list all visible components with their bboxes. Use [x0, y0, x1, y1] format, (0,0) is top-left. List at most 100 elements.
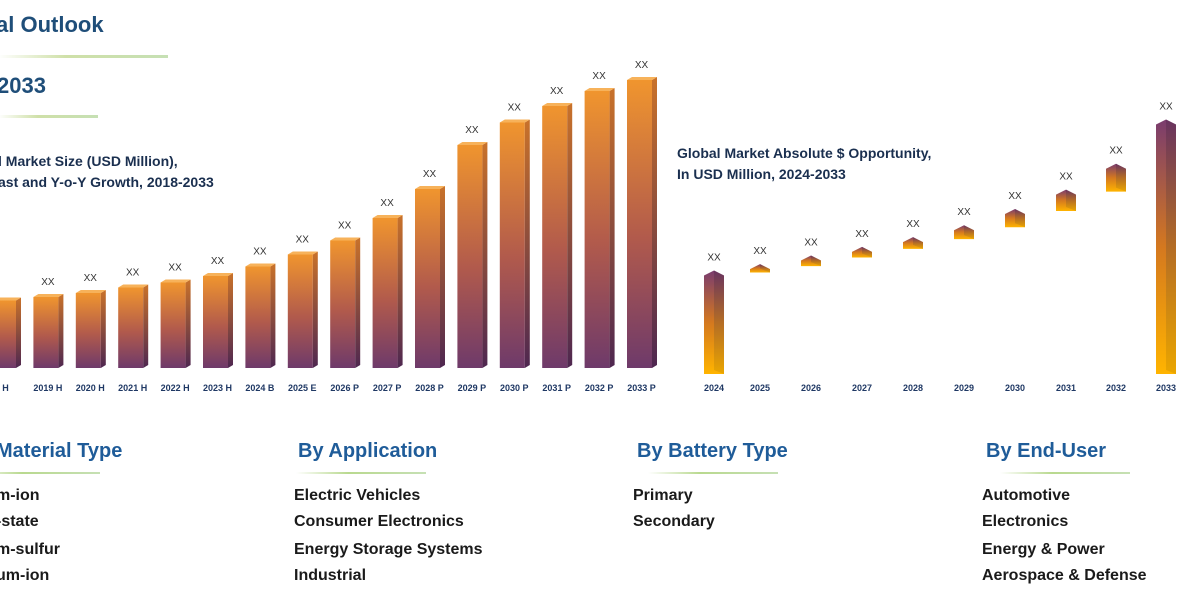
chart1-bar-side [312, 251, 318, 368]
chart1-bar [542, 106, 568, 368]
chart1-bar [75, 293, 101, 368]
chart2-bar-shade [1116, 163, 1126, 192]
chart1-bar-top [287, 251, 318, 255]
chart2-tick-label: 2033 [1156, 383, 1176, 393]
chart1-bar-top [372, 215, 403, 218]
chart1-bar [118, 287, 144, 368]
chart1-bar-top [0, 297, 21, 301]
chart1-tick-label: 2024 B [245, 383, 275, 393]
chart1-data-label: XX [338, 221, 352, 232]
outlook-underline [0, 55, 168, 58]
chart2-data-label: XX [1109, 146, 1123, 157]
segment-item: m-sulfur [0, 541, 60, 558]
chart2-tick-label: 2029 [954, 383, 974, 393]
chart2-data-label: XX [906, 219, 920, 230]
chart1-data-label: XX [592, 71, 606, 82]
chart2-bar-shade [714, 270, 724, 374]
chart2-tick-label: 2032 [1106, 383, 1126, 393]
outlook-title: al Outlook [0, 12, 104, 37]
chart1-data-label: XX [465, 125, 479, 136]
chart1-data-label: XX [423, 169, 437, 180]
chart1-data-label: XX [126, 268, 140, 279]
chart2-bar-shade [913, 237, 923, 249]
chart1-bar-side [185, 279, 191, 368]
segment-item: Industrial [294, 567, 367, 584]
chart1-bar-side [270, 263, 276, 368]
segment-heading: By Application [298, 440, 438, 462]
segment-underline [0, 472, 100, 474]
chart2-data-label: XX [957, 207, 971, 218]
chart1-bar [330, 240, 356, 368]
chart1-bar-side [58, 294, 64, 368]
chart1-bar-top [415, 186, 445, 189]
segment-item: Primary [633, 487, 693, 504]
chart2-title-line1: Global Market Absolute $ Opportunity, [677, 145, 932, 161]
chart2-bar-shade [1166, 119, 1176, 374]
chart1-bar [627, 80, 652, 368]
chart2-title-line2: In USD Million, 2024-2033 [677, 166, 846, 182]
chart1-bar-side [440, 186, 445, 368]
chart2-data-label: XX [1059, 172, 1073, 183]
chart1-bar-side [524, 119, 530, 368]
chart1-bar [415, 189, 440, 368]
chart1-title-line2: ast and Y-o-Y Growth, 2018-2033 [0, 174, 214, 190]
segment-item: Automotive [982, 487, 1070, 504]
chart2-bar-shade [811, 255, 821, 267]
chart2-bar-shade [862, 246, 872, 258]
chart1-bar [203, 276, 228, 368]
segment-underline [1000, 472, 1130, 474]
segment-item: Energy & Power [982, 541, 1105, 558]
chart2-bar-shade [964, 225, 974, 240]
chart1-bar-side [567, 103, 573, 368]
chart1-bar-side [228, 273, 233, 368]
chart1-bar [287, 254, 313, 368]
chart1-bar-side [100, 290, 106, 368]
segment-item: Consumer Electronics [294, 513, 464, 530]
chart1-data-label: XX [41, 277, 55, 288]
chart1-data-label: XX [168, 263, 182, 274]
chart1-bar [33, 297, 59, 368]
chart1-tick-label: 2028 P [415, 383, 444, 393]
chart1-bar-top [203, 273, 233, 276]
chart2-data-label: XX [753, 246, 767, 257]
chart1-tick-label: 2023 H [203, 383, 232, 393]
segment-item: um-ion [0, 567, 50, 584]
chart1-bar-side [355, 237, 361, 368]
chart1-bar [457, 145, 483, 368]
chart1-tick-label: 2019 H [33, 383, 62, 393]
chart1-bar-side [397, 215, 403, 368]
chart1-tick-label: 2026 P [330, 383, 359, 393]
chart1-bar [584, 91, 610, 368]
chart1-bar-top [245, 263, 276, 267]
chart2-data-label: XX [804, 237, 818, 248]
chart1-bar-side [652, 77, 657, 368]
chart1-tick-label: H [2, 383, 9, 393]
chart2-tick-label: 2027 [852, 383, 872, 393]
chart1-bar-top [75, 290, 106, 293]
chart2-tick-label: 2024 [704, 383, 724, 393]
chart1-data-label: XX [550, 86, 564, 97]
chart1-data-label: XX [635, 60, 649, 71]
chart1-data-label: XX [380, 198, 394, 209]
chart1-data-label: XX [253, 247, 267, 258]
chart2-title: Global Market Absolute $ Opportunity, In… [677, 143, 931, 185]
chart1-bar-top [542, 103, 573, 106]
chart1-title-line1: l Market Size (USD Million), [0, 153, 178, 169]
chart1-bar-side [143, 284, 149, 368]
segment-item: -state [0, 513, 39, 530]
chart2-data-label: XX [855, 229, 869, 240]
chart1-bar [0, 300, 16, 368]
segment-underline [296, 472, 426, 474]
chart2-tick-label: 2030 [1005, 383, 1025, 393]
chart1-bar-top [33, 294, 64, 297]
chart1-bar-top [584, 88, 615, 91]
chart2-tick-label: 2025 [750, 383, 770, 393]
segment-heading: Material Type [0, 440, 123, 462]
chart2-bar-shade [1066, 189, 1076, 212]
chart1-data-label: XX [296, 235, 310, 246]
chart1-bar-side [482, 142, 488, 368]
year-title: 2033 [0, 73, 46, 98]
segment-heading: By Battery Type [637, 440, 788, 462]
chart2-data-label: XX [1008, 191, 1022, 202]
